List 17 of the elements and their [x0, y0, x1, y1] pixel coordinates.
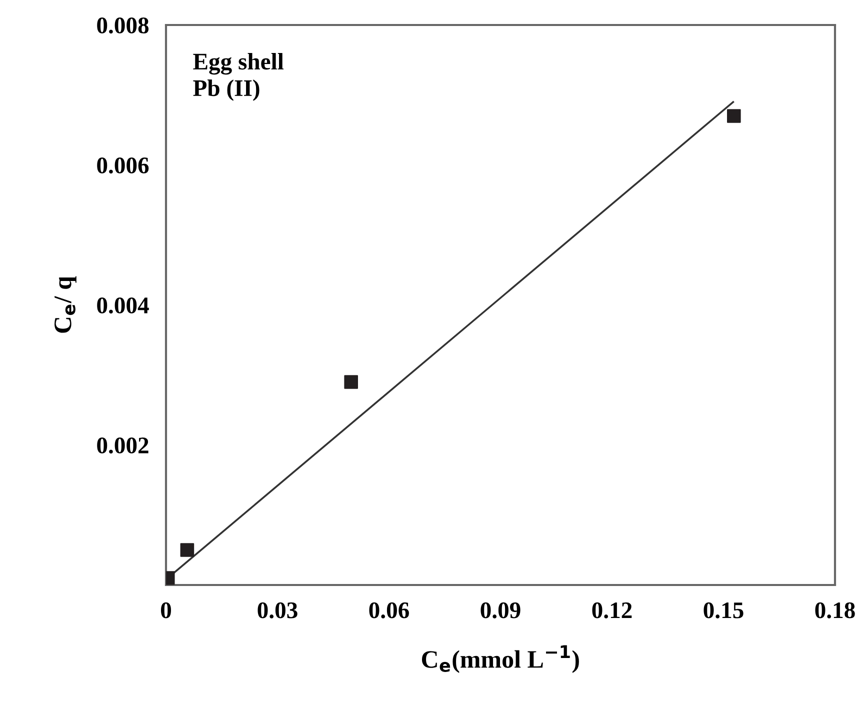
y-tick-label: 0.002: [97, 437, 148, 454]
x-tick-label: 0: [160, 602, 172, 618]
x-axis-title: C$_{e}$(mmol L$^{−1}$): [422, 645, 579, 673]
x-tick-label: 0.06: [369, 602, 409, 618]
y-tick-label: 0.004: [97, 297, 149, 314]
point: [344, 375, 358, 389]
point: [727, 109, 741, 123]
x-tick-label: 0.03: [258, 602, 298, 618]
annotation: Egg shell Pb (II): [193, 53, 284, 101]
x-tick-label: 0.18: [815, 602, 855, 618]
x-tick-label: 0.15: [704, 602, 744, 618]
x-tick-label: 0.12: [592, 602, 632, 618]
y-axis-title: C$_{e}$/ q: [54, 276, 76, 333]
point: [180, 543, 194, 557]
y-tick-label: 0.006: [97, 157, 149, 174]
x-tick-label: 0.09: [480, 602, 520, 618]
y-tick-label: 0.008: [97, 17, 149, 34]
